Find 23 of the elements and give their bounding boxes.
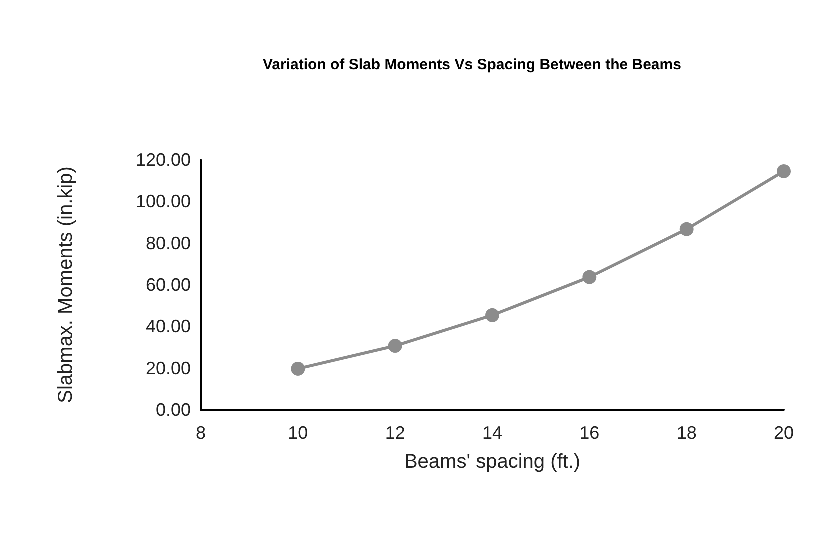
x-tick-label: 10 xyxy=(288,423,308,443)
x-tick-label: 16 xyxy=(580,423,600,443)
y-tick-label: 0.00 xyxy=(156,400,191,420)
y-tick-label: 60.00 xyxy=(146,275,191,295)
x-tick-label: 12 xyxy=(385,423,406,443)
x-tick-label: 18 xyxy=(676,423,697,443)
y-tick-label: 40.00 xyxy=(146,316,191,337)
x-axis-title: Beams' spacing (ft.) xyxy=(404,451,581,473)
y-tick-label: 120.00 xyxy=(136,150,191,170)
point xyxy=(680,222,694,236)
x-tick-label: 20 xyxy=(774,423,794,443)
y-tick-label: 80.00 xyxy=(146,233,191,254)
point xyxy=(291,362,306,376)
x-tick-label: 14 xyxy=(482,423,503,443)
y-tick-label: 100.00 xyxy=(136,192,191,212)
y-axis-title: Slabmax. Moments (in.kip) xyxy=(55,166,77,404)
x-tick-label: 8 xyxy=(196,423,206,443)
point xyxy=(486,308,500,322)
y-tick-label: 20.00 xyxy=(146,358,191,378)
point xyxy=(777,164,791,178)
point xyxy=(582,270,597,284)
chart-title: Variation of Slab Moments Vs Spacing Between the Beams xyxy=(263,56,682,74)
point xyxy=(388,339,402,354)
